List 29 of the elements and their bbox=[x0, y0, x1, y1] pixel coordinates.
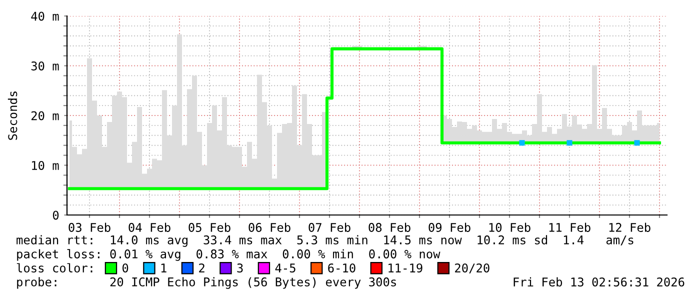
legend-label: 3 bbox=[237, 263, 243, 272]
x-tick-label: 09 Feb bbox=[428, 222, 470, 232]
y-axis-title: Seconds bbox=[8, 92, 18, 140]
legend-label: 4-5 bbox=[275, 264, 296, 272]
text: probe: 20 ICMP Echo Pings (56 Bytes) every 300s bbox=[17, 277, 396, 289]
legend-label: 0 bbox=[122, 263, 128, 272]
text: Fri Feb 13 02:56:31 2026 bbox=[514, 277, 684, 286]
x-tick-label: 07 Feb bbox=[308, 222, 350, 232]
x-tick-label: 03 Feb bbox=[68, 222, 110, 232]
y-tick-label: 30 m bbox=[31, 61, 59, 70]
x-tick-label: 12 Feb bbox=[609, 222, 650, 232]
x-tick-label: 08 Feb bbox=[368, 222, 410, 232]
legend-label: 2 bbox=[199, 263, 204, 272]
y-tick-label: 20 m bbox=[31, 111, 59, 120]
text: median rtt: 14.0 ms avg 33.4 ms max 5.3 ms min 14.5 ms now 10.2 ms sd 1.4 am/s bbox=[16, 235, 634, 247]
y-tick-label: 40 m bbox=[31, 12, 59, 21]
legend-label: 11-19 bbox=[388, 263, 422, 272]
y-tick-label: 10 m bbox=[32, 160, 59, 170]
x-tick-label: 11 Feb bbox=[549, 222, 590, 232]
y-tick-label: 0 bbox=[52, 210, 59, 220]
legend-title: loss color: bbox=[16, 263, 92, 272]
x-tick-label: 06 Feb bbox=[248, 222, 290, 232]
x-tick-label: 05 Feb bbox=[188, 222, 230, 232]
legend-label: 1 bbox=[161, 264, 166, 272]
text: packet loss: 0.01 % avg 0.83 % max 0.00 % min 0.00 % now bbox=[17, 249, 440, 261]
x-tick-label: 04 Feb bbox=[128, 222, 170, 232]
legend-label: 20/20 bbox=[455, 263, 490, 274]
legend-label: 6-10 bbox=[328, 263, 356, 272]
x-tick-label: 10 Feb bbox=[489, 222, 530, 232]
